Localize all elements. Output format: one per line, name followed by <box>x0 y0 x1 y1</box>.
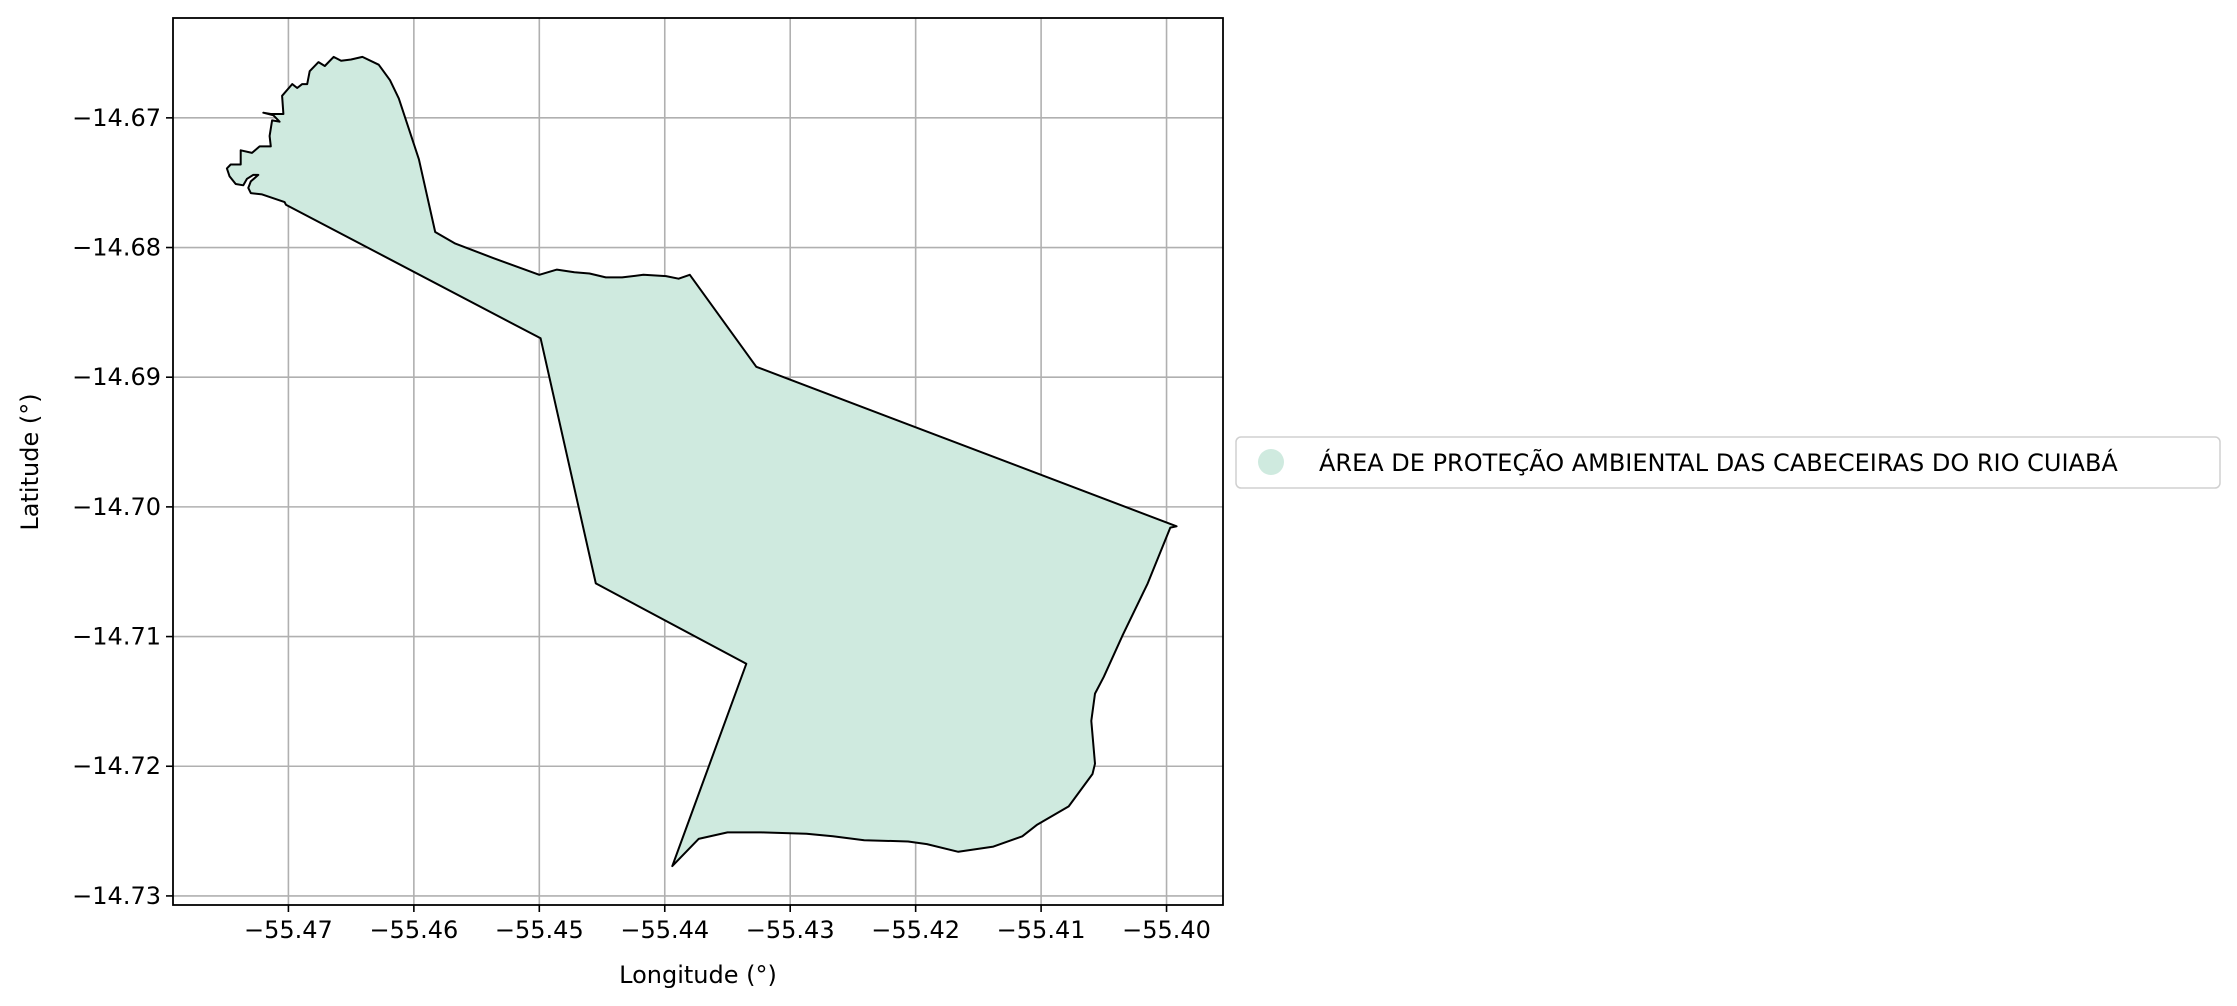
y-tick-label: −14.72 <box>72 752 161 780</box>
x-tick-label: −55.42 <box>871 916 960 944</box>
x-tick-label: −55.43 <box>746 916 835 944</box>
y-tick-label: −14.67 <box>72 104 161 132</box>
x-tick-label: −55.40 <box>1122 916 1211 944</box>
y-tick-label: −14.73 <box>72 882 161 910</box>
x-tick-label: −55.45 <box>495 916 584 944</box>
legend-swatch-circle <box>1258 449 1284 475</box>
protected-area-polygon <box>225 55 1178 868</box>
x-tick-label: −55.46 <box>369 916 458 944</box>
y-axis: −14.67 −14.68 −14.69 −14.70 −14.71 −14.72 −14.… <box>72 104 173 910</box>
y-tick-label: −14.70 <box>72 493 161 521</box>
legend-label: ÁREA DE PROTEÇÃO AMBIENTAL DAS CABECEIRA… <box>1319 447 2118 477</box>
x-tick-label: −55.47 <box>244 916 333 944</box>
legend: ÁREA DE PROTEÇÃO AMBIENTAL DAS CABECEIRA… <box>1235 436 2221 489</box>
y-tick-label: −14.69 <box>72 363 161 391</box>
x-axis: −55.47 −55.46 −55.45 −55.44 −55.43 −55.42 −55.… <box>244 905 1211 944</box>
y-axis-title: Latitude (°) <box>16 393 44 530</box>
x-axis-title: Longitude (°) <box>619 961 777 989</box>
y-tick-label: −14.68 <box>72 234 161 262</box>
plot-frame <box>172 17 1224 906</box>
legend-box <box>1235 436 2221 489</box>
y-tick-label: −14.71 <box>72 623 161 651</box>
x-tick-label: −55.44 <box>620 916 709 944</box>
x-tick-label: −55.41 <box>997 916 1086 944</box>
